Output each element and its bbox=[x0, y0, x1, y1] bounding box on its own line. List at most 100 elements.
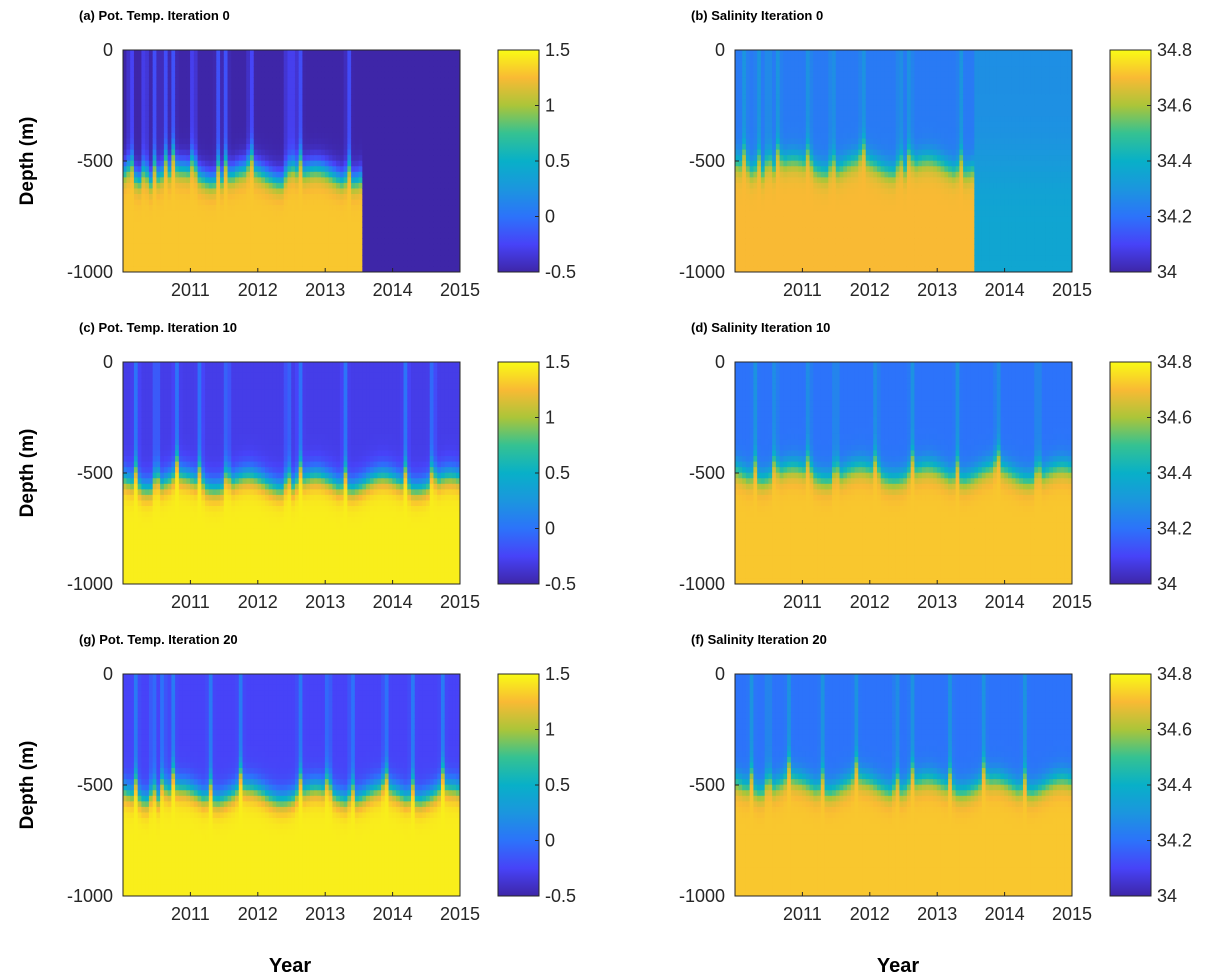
heatmap-cell bbox=[246, 261, 250, 267]
heatmap-cell bbox=[359, 211, 363, 217]
heatmap-cell bbox=[145, 144, 149, 150]
heatmap-cell bbox=[325, 100, 329, 106]
heatmap-cell bbox=[302, 172, 306, 178]
heatmap-cell bbox=[396, 127, 400, 133]
heatmap-cell bbox=[757, 94, 761, 100]
heatmap-cell bbox=[832, 261, 836, 267]
heatmap-cell bbox=[817, 216, 821, 222]
heatmap-cell bbox=[433, 133, 437, 139]
heatmap-cell bbox=[415, 222, 419, 228]
heatmap-cell bbox=[302, 100, 306, 106]
heatmap-cell bbox=[216, 100, 220, 106]
heatmap-cell bbox=[209, 194, 213, 200]
heatmap-cell bbox=[389, 89, 393, 95]
heatmap-cell bbox=[392, 116, 396, 122]
heatmap-cell bbox=[437, 161, 441, 167]
heatmap-cell bbox=[448, 133, 452, 139]
heatmap-cell bbox=[201, 194, 205, 200]
heatmap-cell bbox=[306, 194, 310, 200]
heatmap-cell bbox=[389, 116, 393, 122]
heatmap-cell bbox=[847, 55, 851, 61]
heatmap-cell bbox=[362, 116, 366, 122]
heatmap-cell bbox=[377, 116, 381, 122]
heatmap-cell bbox=[381, 238, 385, 244]
heatmap-cell bbox=[381, 205, 385, 211]
heatmap-cell bbox=[787, 211, 791, 217]
heatmap-cell bbox=[813, 89, 817, 95]
heatmap-cell bbox=[437, 66, 441, 72]
heatmap-cell bbox=[302, 94, 306, 100]
heatmap-cell bbox=[164, 127, 168, 133]
heatmap-cell bbox=[220, 261, 224, 267]
heatmap-cell bbox=[787, 216, 791, 222]
heatmap-cell bbox=[787, 238, 791, 244]
heatmap-cell bbox=[287, 50, 291, 56]
heatmap-cell bbox=[396, 250, 400, 256]
heatmap-cell bbox=[821, 222, 825, 228]
heatmap-cell bbox=[445, 216, 449, 222]
heatmap-cell bbox=[422, 127, 426, 133]
heatmap-cell bbox=[250, 222, 254, 228]
heatmap-cell bbox=[325, 233, 329, 239]
heatmap-cell bbox=[742, 211, 746, 217]
heatmap-cell bbox=[332, 105, 336, 111]
heatmap-cell bbox=[400, 216, 404, 222]
heatmap-cell bbox=[430, 188, 434, 194]
heatmap-cell bbox=[284, 89, 288, 95]
heatmap-cell bbox=[404, 238, 408, 244]
heatmap-cell bbox=[280, 188, 284, 194]
heatmap-cell bbox=[228, 133, 232, 139]
heatmap-cell bbox=[795, 233, 799, 239]
heatmap-cell bbox=[359, 177, 363, 183]
heatmap-cell bbox=[287, 177, 291, 183]
heatmap-cell bbox=[317, 261, 321, 267]
heatmap-cell bbox=[422, 66, 426, 72]
heatmap-cell bbox=[746, 133, 750, 139]
heatmap-cell bbox=[198, 238, 202, 244]
heatmap-cell bbox=[828, 122, 832, 128]
heatmap-cell bbox=[753, 133, 757, 139]
heatmap-cell bbox=[284, 61, 288, 67]
heatmap-cell bbox=[355, 61, 359, 67]
heatmap-cell bbox=[220, 133, 224, 139]
heatmap-cell bbox=[791, 150, 795, 156]
heatmap-cell bbox=[209, 205, 213, 211]
heatmap-cell bbox=[780, 155, 784, 161]
heatmap-cell bbox=[828, 222, 832, 228]
heatmap-cell bbox=[299, 250, 303, 256]
heatmap-cell bbox=[243, 238, 247, 244]
heatmap-cell bbox=[445, 205, 449, 211]
heatmap-cell bbox=[168, 127, 172, 133]
heatmap-cell bbox=[145, 61, 149, 67]
heatmap-cell bbox=[302, 266, 306, 272]
heatmap-cell bbox=[445, 144, 449, 150]
heatmap-cell bbox=[445, 122, 449, 128]
heatmap-cell bbox=[825, 222, 829, 228]
heatmap-cell bbox=[194, 233, 198, 239]
heatmap-cell bbox=[411, 255, 415, 261]
heatmap-cell bbox=[422, 83, 426, 89]
heatmap-cell bbox=[377, 238, 381, 244]
heatmap-cell bbox=[742, 55, 746, 61]
heatmap-cell bbox=[183, 238, 187, 244]
heatmap-cell bbox=[156, 150, 160, 156]
heatmap-cell bbox=[254, 205, 258, 211]
heatmap-cell bbox=[761, 139, 765, 145]
heatmap-cell bbox=[168, 105, 172, 111]
heatmap-cell bbox=[783, 244, 787, 250]
heatmap-cell bbox=[183, 161, 187, 167]
heatmap-cell bbox=[156, 50, 160, 56]
y-tick-label: 0 bbox=[103, 40, 113, 60]
heatmap-cell bbox=[141, 89, 145, 95]
heatmap-cell bbox=[153, 194, 157, 200]
heatmap-cell bbox=[385, 188, 389, 194]
heatmap-cell bbox=[437, 111, 441, 117]
heatmap-cell bbox=[224, 77, 228, 83]
heatmap-cell bbox=[806, 111, 810, 117]
heatmap-cell bbox=[817, 50, 821, 56]
heatmap-cell bbox=[310, 244, 314, 250]
heatmap-cell bbox=[156, 77, 160, 83]
heatmap-cell bbox=[284, 77, 288, 83]
heatmap-cell bbox=[164, 155, 168, 161]
heatmap-cell bbox=[302, 111, 306, 117]
